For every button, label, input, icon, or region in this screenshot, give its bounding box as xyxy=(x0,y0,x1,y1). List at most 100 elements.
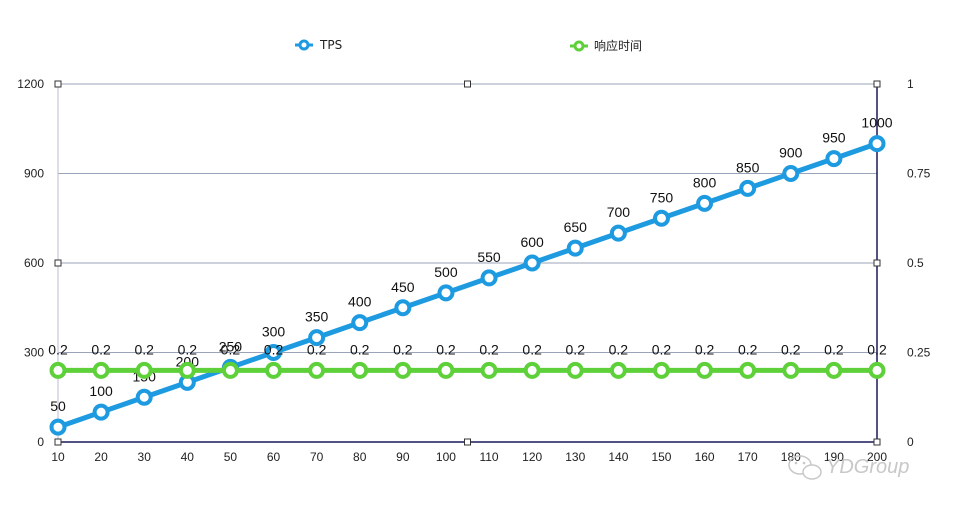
resize-handle[interactable] xyxy=(464,80,471,88)
data-label-1: 0.2 xyxy=(652,341,672,357)
resize-handle[interactable] xyxy=(873,438,881,446)
data-point-0[interactable] xyxy=(825,150,843,168)
x-tick-label: 190 xyxy=(824,450,844,464)
wechat-icon xyxy=(788,455,822,480)
legend: TPS 响应时间 xyxy=(295,38,642,53)
data-point-0[interactable] xyxy=(394,299,412,317)
data-point-1[interactable] xyxy=(652,361,670,379)
data-point-1[interactable] xyxy=(825,361,843,379)
x-tick-label: 50 xyxy=(224,450,238,464)
x-tick-label: 100 xyxy=(436,450,456,464)
data-label-0: 800 xyxy=(693,174,717,190)
x-tick-label: 160 xyxy=(695,450,715,464)
x-tick-label: 150 xyxy=(651,450,671,464)
data-point-0[interactable] xyxy=(868,135,886,153)
data-point-1[interactable] xyxy=(782,361,800,379)
data-label-0: 650 xyxy=(564,219,588,235)
data-point-0[interactable] xyxy=(265,344,283,361)
data-point-0[interactable] xyxy=(609,224,627,242)
data-point-1[interactable] xyxy=(868,361,886,379)
data-point-0[interactable] xyxy=(782,165,800,182)
data-point-1[interactable] xyxy=(49,361,67,379)
data-label-0: 450 xyxy=(391,279,415,295)
resize-handle[interactable] xyxy=(54,438,62,446)
data-label-0: 250 xyxy=(219,338,243,354)
data-point-1[interactable] xyxy=(265,361,283,379)
data-point-0[interactable] xyxy=(437,284,455,302)
data-point-1[interactable] xyxy=(351,361,369,379)
x-tick-label: 10 xyxy=(51,450,65,464)
data-point-0[interactable] xyxy=(652,209,670,227)
legend-label-response-time: 响应时间 xyxy=(594,38,642,53)
x-tick-label: 60 xyxy=(267,450,281,464)
data-point-1[interactable] xyxy=(92,361,110,379)
data-label-0: 350 xyxy=(305,309,329,325)
data-point-0[interactable] xyxy=(739,179,757,197)
x-tick-label: 80 xyxy=(353,450,367,464)
y2-tick-label: 1 xyxy=(907,77,914,91)
data-label-0: 300 xyxy=(262,324,286,340)
data-point-1[interactable] xyxy=(394,361,412,379)
data-point-0[interactable] xyxy=(308,329,326,347)
data-label-0: 400 xyxy=(348,294,372,310)
data-point-1[interactable] xyxy=(523,361,541,379)
data-label-1: 0.2 xyxy=(178,341,198,357)
y2-tick-label: 0.5 xyxy=(907,256,924,270)
legend-item-tps[interactable]: TPS xyxy=(295,38,342,52)
data-label-1: 0.2 xyxy=(738,341,758,357)
data-label-1: 0.2 xyxy=(522,341,542,357)
data-label-0: 550 xyxy=(477,249,501,265)
data-label-1: 0.2 xyxy=(566,341,586,357)
data-label-1: 0.2 xyxy=(436,341,456,357)
data-point-1[interactable] xyxy=(609,361,627,379)
data-point-1[interactable] xyxy=(566,361,584,379)
data-point-0[interactable] xyxy=(135,388,153,406)
data-label-1: 0.2 xyxy=(393,341,413,357)
data-point-1[interactable] xyxy=(135,361,153,379)
data-label-1: 0.2 xyxy=(134,341,154,357)
y-tick-label: 600 xyxy=(24,256,44,270)
resize-handle[interactable] xyxy=(54,80,62,88)
data-point-0[interactable] xyxy=(92,403,110,421)
data-point-0[interactable] xyxy=(523,254,541,272)
data-point-1[interactable] xyxy=(221,361,239,379)
y-tick-label: 1200 xyxy=(17,77,44,91)
data-point-1[interactable] xyxy=(308,361,326,379)
y-tick-label: 900 xyxy=(24,167,44,181)
data-point-1[interactable] xyxy=(739,361,757,379)
data-label-0: 100 xyxy=(89,383,113,399)
data-label-1: 0.2 xyxy=(867,341,887,357)
y2-tick-label: 0 xyxy=(907,435,914,449)
data-label-1: 0.2 xyxy=(48,341,68,357)
data-label-0: 900 xyxy=(779,145,803,161)
y2-tick-label: 0.75 xyxy=(907,167,931,181)
data-point-1[interactable] xyxy=(696,361,714,379)
data-point-0[interactable] xyxy=(696,194,714,212)
data-point-1[interactable] xyxy=(178,361,196,379)
data-point-0[interactable] xyxy=(566,239,584,257)
data-point-1[interactable] xyxy=(480,361,498,379)
resize-handle[interactable] xyxy=(873,259,881,267)
data-label-1: 0.2 xyxy=(609,341,629,357)
data-point-1[interactable] xyxy=(437,361,455,379)
resize-handle[interactable] xyxy=(54,259,62,267)
data-label-0: 700 xyxy=(607,204,631,220)
y-tick-label: 300 xyxy=(24,346,44,360)
x-tick-label: 20 xyxy=(94,450,108,464)
data-point-0[interactable] xyxy=(480,269,498,287)
y2-tick-label: 0.25 xyxy=(907,346,931,360)
data-label-1: 0.2 xyxy=(824,341,844,357)
legend-item-response-time[interactable]: 响应时间 xyxy=(570,38,642,53)
data-label-1: 0.2 xyxy=(264,341,284,357)
x-tick-label: 170 xyxy=(738,450,758,464)
watermark: YDGroup xyxy=(788,455,909,480)
x-tick-label: 120 xyxy=(522,450,542,464)
resize-handle[interactable] xyxy=(464,438,471,446)
y-tick-label: 0 xyxy=(37,435,44,449)
x-tick-label: 40 xyxy=(181,450,195,464)
data-point-0[interactable] xyxy=(49,418,67,436)
x-tick-label: 180 xyxy=(781,450,801,464)
data-point-0[interactable] xyxy=(351,314,369,332)
resize-handle[interactable] xyxy=(873,80,881,88)
